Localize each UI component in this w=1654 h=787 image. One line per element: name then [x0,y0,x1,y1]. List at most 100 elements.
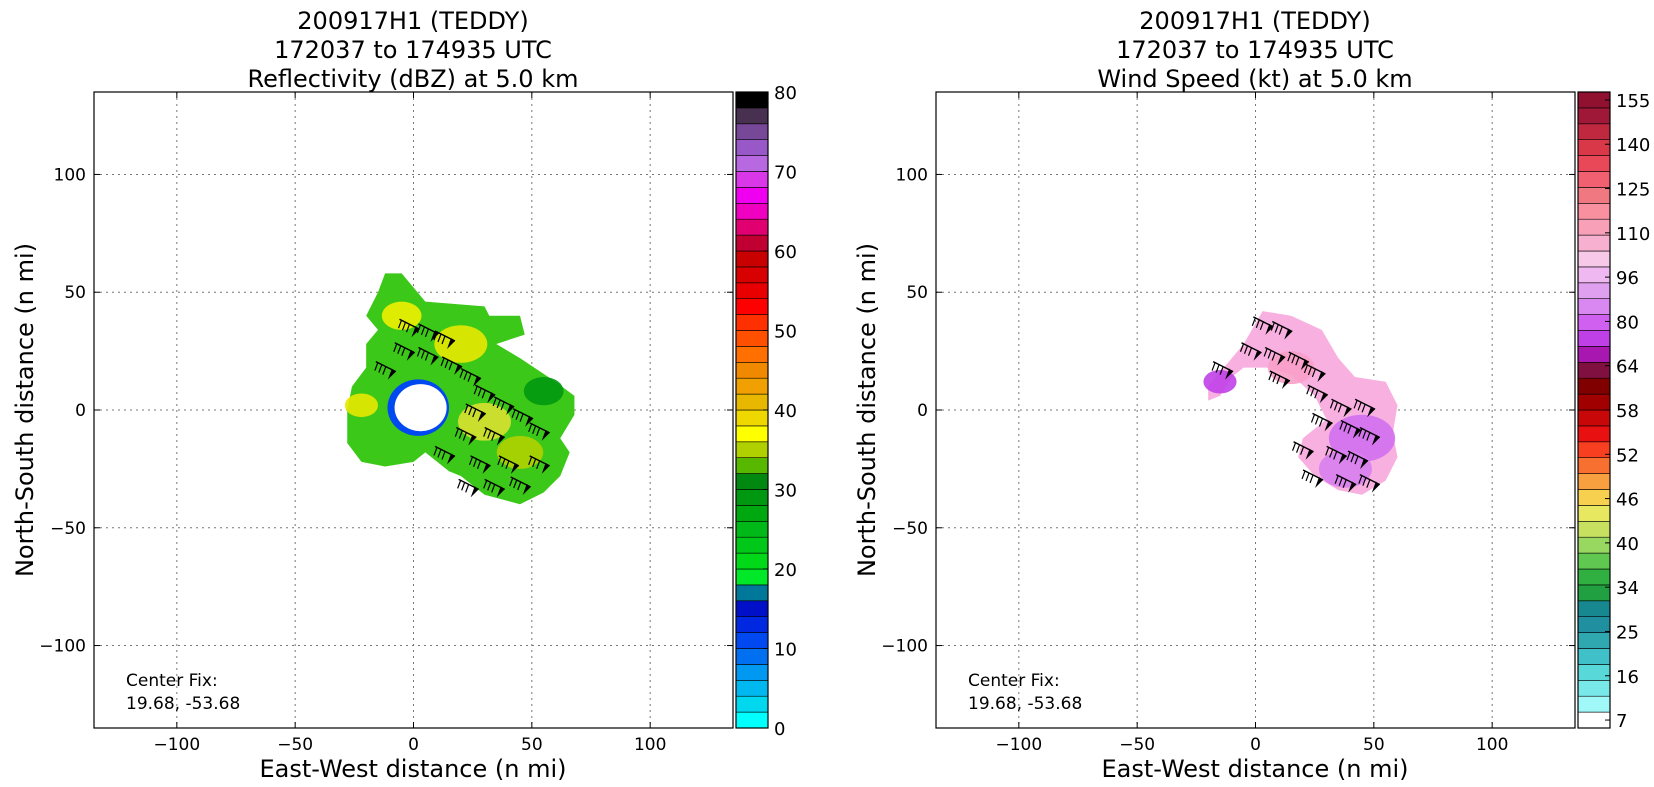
barb-flag [1310,387,1315,397]
y-tick-label: 0 [75,401,86,421]
echo-patch [496,435,544,469]
barb-flag [1362,430,1367,439]
barb-flag [483,480,488,489]
barb-flag [1358,475,1363,484]
wind-barb [1310,412,1333,432]
barb-pennant [496,434,505,446]
barb-pennant [447,337,455,349]
barb-flag [477,387,482,397]
barb-flag [1247,347,1253,356]
colorbar-cell [1577,107,1611,125]
barb-flag [1272,373,1277,383]
barb-flag [1276,375,1281,385]
colorbar-cell [735,298,769,315]
wind-barb [1339,419,1362,439]
wind-barb [1358,474,1381,493]
barb-flag [1333,451,1338,460]
wind-barb [433,330,456,349]
colorbar-cell [735,266,769,284]
barb-flag [1346,451,1351,461]
barb-flag [532,425,537,435]
wind-barb [1353,398,1376,418]
colorbar-cell [735,473,769,490]
colorbar-cell [1577,155,1611,172]
barb-flag [1329,449,1334,458]
wind-barb [509,476,532,496]
colorbar-cell [1577,330,1611,347]
barb-pennant [1300,359,1309,371]
colorbar-cell [1577,679,1611,697]
wind-barb [1346,450,1369,470]
barb-flag [1263,348,1268,357]
barb-flag [458,430,463,439]
colorbar-tick-label: 125 [1616,180,1650,201]
chart-title-line: 172037 to 174935 UTC [1116,36,1394,64]
colorbar-cell [1577,536,1611,554]
wind-barb [483,478,506,498]
colorbar-cell [1577,505,1611,522]
barb-flag [536,460,541,470]
y-tick-label: 0 [917,401,928,421]
colorbar-cell [735,377,769,395]
barb-flag [1278,326,1283,335]
colorbar-cell [1577,171,1611,188]
barb-pennant [541,462,550,474]
center-fix-value: 19.68, -53.68 [968,694,1082,714]
barb-flag [441,335,446,345]
wind-barb [393,342,416,361]
colorbar-cell [735,457,769,474]
colorbar-cell [1577,552,1611,570]
wind-barb [1329,398,1352,418]
colorbar-cell [735,536,769,554]
barb-flag [517,481,522,491]
barb-flag [487,482,492,491]
barb-flag [468,456,474,466]
barb-flag [416,324,421,334]
barb-flag [1309,474,1314,484]
colorbar-cell [735,171,769,188]
wind-barb [416,346,439,366]
barb-pennant [1343,406,1352,418]
colorbar-cell [735,187,769,204]
colorbar-cell [1577,489,1611,506]
colorbar-cell [735,648,769,665]
barb-flag [457,480,462,489]
colorbar: 0 10 20 30 40 50 60 70 80 [735,83,797,740]
colorbar-cell [1577,648,1611,665]
barb-pennant [1315,476,1324,488]
x-tick-label: 0 [1250,735,1261,755]
colorbar-tick-label: 34 [1616,578,1639,599]
wind-barb [1239,342,1262,361]
barb-flag [476,460,482,470]
barb-pennant [470,486,479,498]
barb-pennant [1317,370,1326,382]
barb-flag [501,458,506,468]
colorbar-tick-label: 16 [1616,667,1639,688]
wind-barb [1358,426,1381,446]
barb-flag [465,484,470,493]
wind-barb [1301,469,1324,488]
wind-barb [483,426,506,446]
wind-barb [497,455,520,474]
colorbar-tick-label: 40 [774,401,797,422]
colorbar-cell [1577,441,1611,458]
barb-flag [505,460,510,470]
wind-barb [464,403,487,422]
echo-patch [1267,351,1315,385]
barb-flag [509,477,514,487]
colorbar-cell [1577,314,1611,331]
colorbar-tick-label: 58 [1616,401,1639,422]
barb-flag [1314,416,1320,425]
barb-flag [481,389,486,399]
colorbar-tick-label: 30 [774,481,797,502]
barb-flag [454,428,459,437]
colorbar-cell [735,250,769,268]
barb-flag [1270,322,1275,331]
barb-flag [401,347,406,356]
barb-pennant [1324,420,1333,432]
wind-barb [1292,441,1314,460]
colorbar-cell [1577,298,1611,315]
barb-flag [1211,362,1216,371]
data-region [1203,311,1398,495]
barb-pennant [1348,481,1357,493]
